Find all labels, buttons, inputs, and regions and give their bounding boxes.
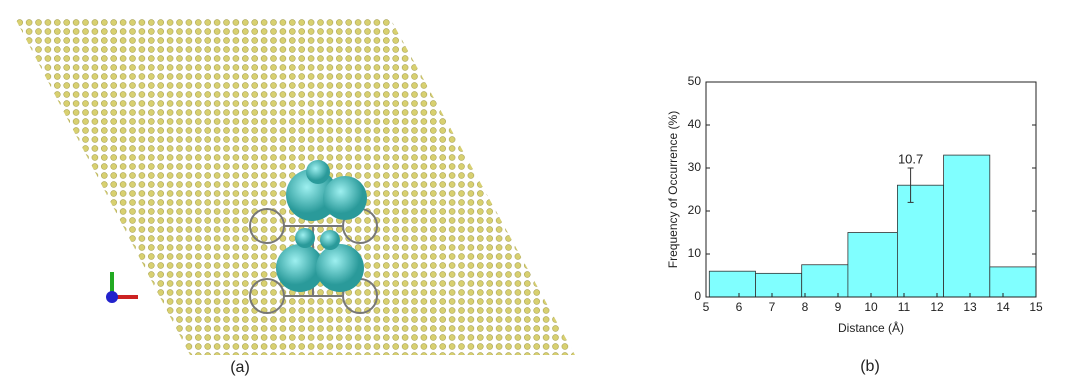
x-tick-label: 6	[736, 300, 743, 314]
x-axis-label: Distance (Å)	[838, 320, 904, 335]
annotation: 10.7	[898, 151, 923, 166]
y-tick-label: 30	[688, 160, 702, 174]
x-tick-label: 14	[996, 300, 1010, 314]
x-tick-label: 13	[963, 300, 977, 314]
x-tick-label: 9	[835, 300, 842, 314]
panel-label: (a)	[230, 359, 250, 376]
bar	[944, 155, 990, 297]
y-tick-label: 20	[688, 203, 702, 217]
x-tick-label: 11	[898, 300, 911, 314]
y-tick-label: 10	[688, 246, 702, 260]
bar	[897, 185, 943, 297]
x-tick-label: 10	[864, 300, 878, 314]
x-tick-label: 8	[802, 300, 809, 314]
bar	[990, 267, 1036, 297]
y-tick-label: 50	[688, 74, 702, 88]
panel-label: (b)	[860, 358, 880, 375]
bar	[848, 233, 898, 298]
y-axis-label: Frequency of Occurrence (%)	[666, 111, 680, 268]
x-tick-label: 5	[703, 300, 710, 314]
y-tick-label: 0	[694, 289, 701, 303]
x-tick-label: 7	[769, 300, 776, 314]
molecule-image	[15, 18, 575, 355]
bar	[802, 265, 848, 297]
histogram: 5 6 7 8 9 10 11 12 13 14 15 0 10 20 30 40 50 Distance (Å)…	[666, 74, 1043, 335]
y-tick-label: 40	[688, 117, 702, 131]
x-tick-label: 12	[930, 300, 944, 314]
x-tick-label: 15	[1029, 300, 1043, 314]
bar	[756, 273, 802, 297]
bar	[709, 271, 755, 297]
figure: (a) (b) 5 6 7 8 9 10 11 12 13 14 15 0 10 20 30 40 50 Dist…	[0, 0, 1066, 379]
